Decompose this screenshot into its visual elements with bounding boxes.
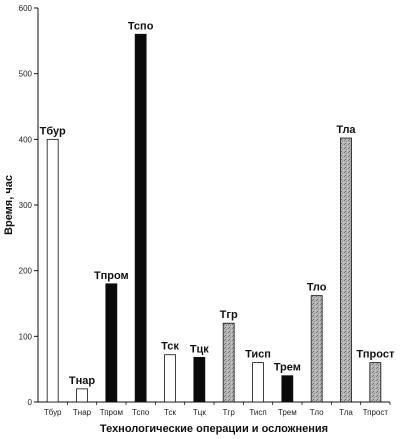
x-tick-label: Тбур (44, 408, 62, 417)
bar-data-label: Тск (161, 341, 179, 353)
bar-4 (134, 33, 147, 403)
bar-data-label: Тпром (94, 270, 129, 282)
y-tick-label: 0 (28, 398, 33, 407)
bar-data-label: Трем (274, 362, 301, 374)
bar-3 (105, 283, 118, 403)
bar-data-label: Тпрост (356, 349, 395, 361)
bar-2 (76, 388, 88, 403)
bar-10 (310, 295, 323, 403)
x-tick-label: Тнар (73, 408, 92, 417)
x-tick-label: Тпрост (363, 408, 389, 417)
x-tick-label: Тпром (100, 408, 123, 417)
bar-data-label: Тнар (69, 375, 95, 387)
bar-data-label: Тло (307, 282, 327, 294)
x-tick-label: Тла (339, 408, 353, 417)
y-tick-label: 600 (19, 4, 33, 13)
bar-12 (369, 362, 382, 403)
bar-6 (193, 356, 206, 403)
x-tick-label: Тцк (193, 408, 206, 417)
x-tick-label: Трем (278, 408, 297, 417)
bar-7 (222, 322, 235, 403)
bar-1 (46, 138, 59, 403)
y-tick-label: 500 (19, 70, 33, 79)
x-tick-label: Тск (164, 408, 176, 417)
bar-9 (281, 375, 294, 403)
bar-11 (340, 137, 352, 403)
x-axis: Тбур Тнар Тпром Тспо Тск Тцк Тгр Тисп Трем Тло Тла… (38, 401, 391, 417)
y-tick-label: 300 (19, 201, 33, 210)
y-axis: 0 100 200 300 400 500 600 (19, 4, 39, 407)
bar-5 (164, 354, 176, 403)
bar-data-label: Тисп (245, 349, 271, 361)
bar-data-label: Тгр (220, 309, 238, 321)
bars (46, 33, 382, 403)
x-axis-title: Технологические операции и осложнения (100, 423, 328, 435)
x-tick-label: Тисп (249, 408, 266, 417)
x-tick-label: Тгр (223, 408, 236, 417)
bar-data-label: Тцк (190, 343, 209, 355)
bar-8 (252, 362, 264, 403)
y-axis-title: Время, час (3, 175, 15, 235)
y-tick-label: 200 (19, 267, 33, 276)
x-tick-label: Тло (310, 408, 324, 417)
bar-data-label: Тбур (40, 125, 66, 137)
x-tick-label: Тспо (132, 408, 150, 417)
y-tick-label: 400 (19, 135, 33, 144)
bar-data-label: Тспо (128, 20, 154, 32)
y-tick-label: 100 (19, 332, 33, 341)
bar-data-label: Тла (336, 124, 356, 136)
